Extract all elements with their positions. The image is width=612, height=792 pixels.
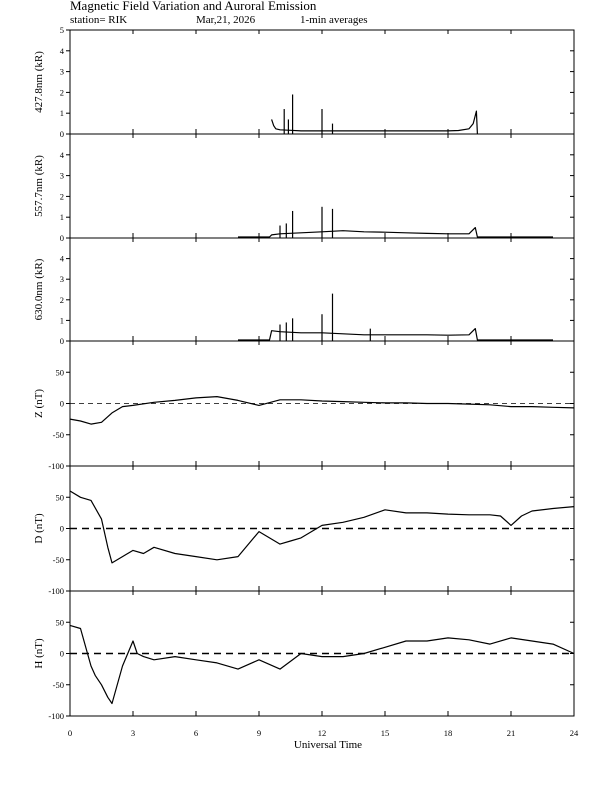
x-tick-label: 18: [444, 728, 453, 738]
panel-4: 50 0 -50 -100 Z (nT): [33, 340, 575, 471]
y-axis-label: 630.0nm (kR): [33, 258, 45, 320]
y-tick-label: 2: [60, 295, 64, 305]
x-tick-label: 3: [131, 728, 135, 738]
y-tick-label: 4: [60, 254, 65, 264]
y-tick-label: 0: [60, 399, 64, 409]
panel-5: 50 0 -50 -100 D (nT): [33, 465, 575, 596]
y-tick-label: 5: [60, 25, 64, 35]
series-line: [271, 110, 478, 135]
y-tick-label: 1: [60, 315, 64, 325]
x-axis-label: Universal Time: [294, 739, 362, 751]
y-tick-label: -100: [48, 711, 64, 721]
y-tick-label: 2: [60, 87, 64, 97]
panel-6: 50 0 -50 -100 H (nT): [33, 590, 575, 721]
averaging-label: 1-min averages: [300, 14, 368, 26]
x-tick-label: 0: [68, 728, 72, 738]
y-tick-label: 0: [60, 649, 64, 659]
x-tick-label: 12: [318, 728, 327, 738]
y-tick-label: 4: [60, 150, 65, 160]
series-line: [69, 490, 575, 564]
series-line: [238, 227, 553, 238]
date-label: Mar,21, 2026: [196, 14, 256, 26]
y-tick-label: 0: [60, 233, 64, 243]
y-tick-label: 50: [56, 492, 65, 502]
y-tick-label: -100: [48, 461, 64, 471]
panel-2: 0 1 2 3 4 557.7nm (kR): [33, 133, 575, 243]
series-line: [69, 396, 575, 425]
y-tick-label: -50: [53, 555, 64, 565]
y-axis-label: 427.8nm (kR): [33, 51, 45, 113]
y-tick-label: 1: [60, 212, 64, 222]
y-tick-label: -50: [53, 430, 64, 440]
panel-1: 0 1 2 3 4 5 427.8nm (kR): [33, 25, 575, 139]
y-tick-label: 3: [60, 274, 64, 284]
panel-3: 0 1 2 3 4 630.0nm (kR): [33, 237, 575, 346]
y-tick-label: 0: [60, 336, 64, 346]
y-axis-label: H (nT): [33, 638, 45, 669]
x-tick-label: 15: [381, 728, 390, 738]
y-tick-label: -100: [48, 586, 64, 596]
x-tick-label: 21: [507, 728, 516, 738]
y-tick-label: 0: [60, 129, 64, 139]
y-axis-label: 557.7nm (kR): [33, 155, 45, 217]
station-label: station= RIK: [70, 14, 127, 26]
y-tick-label: 50: [56, 367, 65, 377]
series-line: [69, 624, 575, 705]
x-tick-label: 9: [257, 728, 261, 738]
y-tick-label: 1: [60, 108, 64, 118]
y-tick-label: 3: [60, 67, 64, 77]
y-tick-label: 4: [60, 46, 65, 56]
series-line: [238, 328, 553, 341]
x-tick-label: 6: [194, 728, 198, 738]
x-tick-label: 24: [570, 728, 579, 738]
y-tick-label: -50: [53, 680, 64, 690]
y-tick-label: 50: [56, 617, 65, 627]
y-tick-label: 3: [60, 171, 64, 181]
y-tick-label: 0: [60, 524, 64, 534]
y-tick-label: 2: [60, 191, 64, 201]
y-axis-label: Z (nT): [33, 389, 45, 418]
chart-title: Magnetic Field Variation and Auroral Emi…: [70, 0, 317, 13]
y-axis-label: D (nT): [33, 513, 45, 544]
